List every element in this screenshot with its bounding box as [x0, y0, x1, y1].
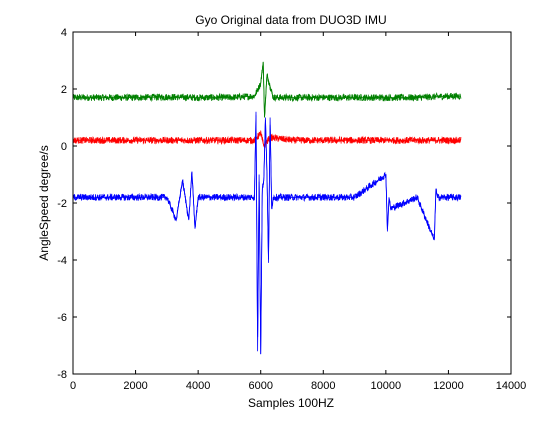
- chart-title: Gyo Original data from DUO3D IMU: [195, 13, 386, 27]
- y-tick-label: 2: [61, 84, 67, 96]
- x-tick-label: 8000: [311, 380, 335, 392]
- x-tick-label: 10000: [371, 380, 402, 392]
- axes: 0 2000 4000 6000 8000 10000 12000 14000 -8 -6 -4 -2…: [57, 27, 526, 392]
- y-tick-label: -8: [57, 369, 67, 381]
- y-tick-label: -2: [57, 198, 67, 210]
- x-tick-label: 12000: [433, 380, 464, 392]
- x-tick-label: 6000: [248, 380, 272, 392]
- x-tick-label: 14000: [496, 380, 527, 392]
- y-tick-label: 4: [61, 27, 67, 39]
- series-keypoints-3: [73, 111, 461, 355]
- axes-box: [72, 31, 512, 375]
- series-keypoints-2: [73, 132, 461, 147]
- x-tick-label: 4000: [186, 380, 210, 392]
- y-tick-label: -6: [57, 312, 67, 324]
- y-tick-label: 0: [61, 141, 67, 153]
- series-line-1: [72, 61, 462, 118]
- series-keypoints-1: [73, 61, 461, 118]
- y-tick-label: -4: [57, 255, 67, 267]
- series-line-2: [72, 130, 462, 148]
- x-tick-label: 2000: [123, 380, 147, 392]
- plot-area: [72, 61, 462, 355]
- y-axis-title: AngleSpeed degree/s: [37, 145, 51, 260]
- series-line-3: [72, 115, 462, 355]
- x-axis-title: Samples 100HZ: [248, 396, 334, 410]
- x-tick-label: 0: [70, 380, 76, 392]
